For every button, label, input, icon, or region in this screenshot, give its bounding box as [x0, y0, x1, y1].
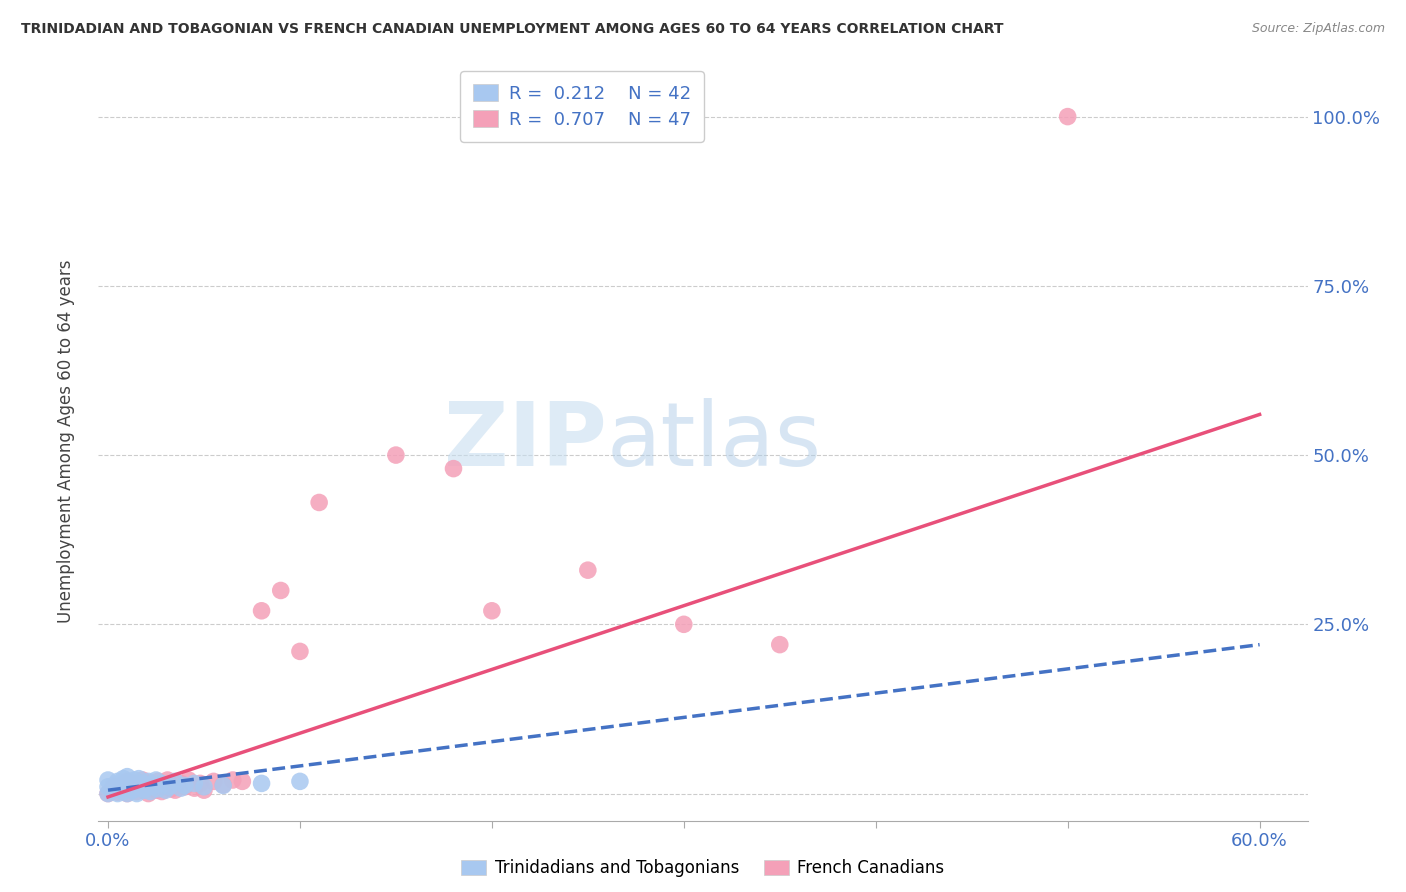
- Point: [120, 774, 142, 789]
- Point: [131, 776, 153, 790]
- Point: [141, 781, 163, 796]
- Point: [107, 787, 129, 801]
- Point: [1056, 110, 1078, 124]
- Point: [183, 776, 205, 790]
- Point: [110, 776, 132, 790]
- Point: [193, 783, 215, 797]
- Point: [125, 779, 148, 793]
- Point: [115, 776, 138, 790]
- Point: [146, 781, 169, 796]
- Point: [114, 780, 136, 794]
- Point: [155, 779, 177, 793]
- Point: [112, 772, 135, 786]
- Point: [193, 780, 215, 794]
- Point: [141, 779, 163, 793]
- Point: [385, 448, 408, 462]
- Legend: Trinidadians and Tobagonians, French Canadians: Trinidadians and Tobagonians, French Can…: [454, 853, 952, 884]
- Point: [481, 604, 503, 618]
- Point: [112, 784, 135, 798]
- Point: [124, 772, 146, 787]
- Point: [183, 781, 205, 796]
- Point: [150, 776, 173, 790]
- Point: [165, 774, 187, 789]
- Point: [135, 780, 157, 794]
- Point: [155, 783, 177, 797]
- Point: [122, 776, 145, 790]
- Point: [212, 779, 235, 793]
- Point: [576, 563, 599, 577]
- Point: [146, 774, 169, 789]
- Text: ZIP: ZIP: [443, 398, 606, 485]
- Point: [173, 779, 195, 793]
- Point: [139, 784, 162, 798]
- Point: [160, 781, 183, 796]
- Point: [145, 783, 167, 797]
- Point: [110, 779, 132, 793]
- Point: [231, 774, 253, 789]
- Point: [131, 772, 153, 787]
- Point: [156, 772, 179, 787]
- Point: [177, 772, 200, 787]
- Point: [107, 785, 129, 799]
- Point: [125, 784, 148, 798]
- Point: [128, 772, 150, 786]
- Point: [270, 583, 292, 598]
- Point: [115, 787, 138, 801]
- Point: [170, 781, 193, 796]
- Point: [159, 780, 181, 794]
- Point: [115, 770, 138, 784]
- Point: [222, 772, 245, 787]
- Text: atlas: atlas: [606, 398, 821, 485]
- Point: [769, 638, 792, 652]
- Point: [107, 774, 129, 789]
- Text: Source: ZipAtlas.com: Source: ZipAtlas.com: [1251, 22, 1385, 36]
- Point: [125, 787, 148, 801]
- Point: [212, 778, 235, 792]
- Point: [134, 783, 156, 797]
- Point: [136, 774, 159, 789]
- Point: [139, 776, 162, 790]
- Y-axis label: Unemployment Among Ages 60 to 64 years: Unemployment Among Ages 60 to 64 years: [56, 260, 75, 624]
- Point: [173, 780, 195, 794]
- Point: [136, 787, 159, 801]
- Point: [188, 776, 211, 790]
- Point: [122, 783, 145, 797]
- Point: [443, 461, 465, 475]
- Point: [108, 781, 131, 796]
- Legend: R =  0.212    N = 42, R =  0.707    N = 47: R = 0.212 N = 42, R = 0.707 N = 47: [460, 71, 704, 142]
- Point: [112, 783, 135, 797]
- Point: [288, 774, 311, 789]
- Text: TRINIDADIAN AND TOBAGONIAN VS FRENCH CANADIAN UNEMPLOYMENT AMONG AGES 60 TO 64 Y: TRINIDADIAN AND TOBAGONIAN VS FRENCH CAN…: [21, 22, 1004, 37]
- Point: [115, 787, 138, 801]
- Point: [97, 780, 120, 794]
- Point: [250, 604, 273, 618]
- Point: [115, 774, 138, 789]
- Point: [250, 776, 273, 790]
- Point: [134, 783, 156, 797]
- Point: [97, 772, 120, 787]
- Point: [118, 781, 141, 796]
- Point: [202, 774, 225, 789]
- Point: [101, 783, 124, 797]
- Point: [288, 644, 311, 658]
- Point: [135, 780, 157, 794]
- Point: [101, 783, 124, 797]
- Point: [103, 779, 125, 793]
- Point: [165, 783, 187, 797]
- Point: [128, 779, 150, 793]
- Point: [672, 617, 695, 632]
- Point: [97, 787, 120, 801]
- Point: [149, 780, 172, 794]
- Point: [308, 495, 330, 509]
- Point: [150, 784, 173, 798]
- Point: [170, 776, 193, 790]
- Point: [129, 781, 152, 796]
- Point: [145, 772, 167, 787]
- Point: [103, 780, 125, 794]
- Point: [120, 781, 142, 796]
- Point: [97, 787, 120, 801]
